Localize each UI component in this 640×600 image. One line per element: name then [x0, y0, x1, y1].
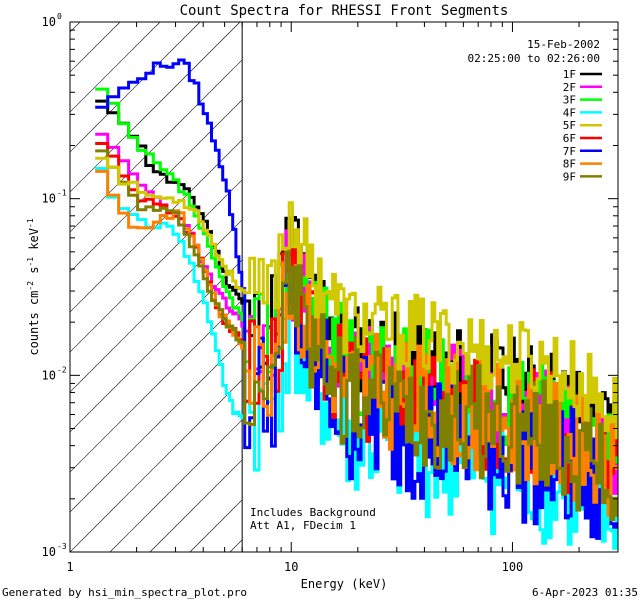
- annotation-attenuator: Att A1, FDecim 1: [250, 519, 356, 532]
- y-tick-label: 10: [42, 545, 56, 559]
- legend-label-2F: 2F: [563, 81, 576, 94]
- legend-label-4F: 4F: [563, 106, 576, 119]
- legend-label-8F: 8F: [563, 158, 576, 171]
- hatch-line: [70, 22, 321, 273]
- y-tick-exponent: -2: [57, 365, 67, 374]
- y-axis-label: counts cm-2 s-1 keV-1: [26, 218, 41, 355]
- x-tick-label: 1: [66, 560, 73, 574]
- hatch-line: [70, 22, 81, 33]
- series-line-5F: [95, 156, 618, 440]
- hatch-line: [70, 22, 201, 153]
- footer-generated-by: Generated by hsi_min_spectra_plot.pro: [2, 586, 247, 599]
- plot-frame: [69, 21, 619, 553]
- hatch-line: [70, 22, 161, 113]
- series-layer: [95, 58, 618, 550]
- y-tick-exponent: -1: [57, 189, 67, 198]
- hatch-line: [70, 22, 241, 193]
- legend-label-1F: 1F: [563, 68, 576, 81]
- legend: 15-Feb-2002 02:25:00 to 02:26:00 1F2F3F4…: [468, 38, 602, 183]
- x-tick-label: 100: [502, 560, 524, 574]
- legend-label-7F: 7F: [563, 145, 576, 158]
- y-tick-label: 10: [42, 192, 56, 206]
- y-tick-exponent: 0: [57, 12, 62, 21]
- x-tick-label: 10: [284, 560, 298, 574]
- chart-title: Count Spectra for RHESSI Front Segments: [180, 3, 509, 19]
- legend-label-6F: 6F: [563, 132, 576, 145]
- legend-label-9F: 9F: [563, 170, 576, 183]
- legend-date: 15-Feb-2002: [527, 38, 600, 51]
- legend-label-3F: 3F: [563, 94, 576, 107]
- legend-label-5F: 5F: [563, 119, 576, 132]
- x-axis-label: Energy (keV): [301, 577, 388, 591]
- y-tick-exponent: -3: [57, 542, 67, 551]
- annotation-background: Includes Background: [250, 506, 376, 519]
- y-tick-label: 10: [42, 15, 56, 29]
- legend-time-range: 02:25:00 to 02:26:00: [468, 52, 600, 65]
- y-tick-label: 10: [42, 368, 56, 382]
- footer-timestamp: 6-Apr-2023 01:35: [532, 586, 638, 599]
- hatch-line: [70, 22, 281, 233]
